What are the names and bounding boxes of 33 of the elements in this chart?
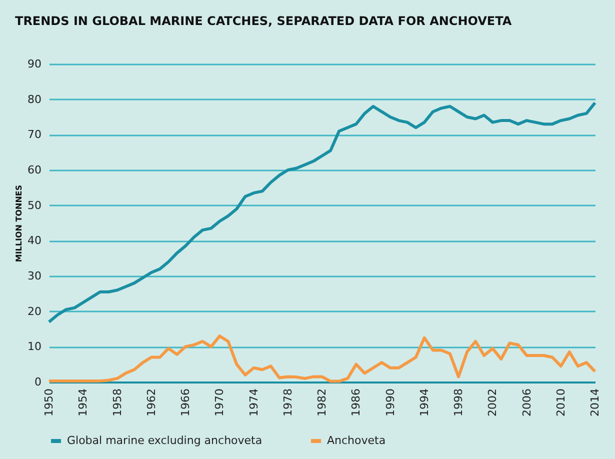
x-tick-label: 2006 bbox=[520, 388, 534, 416]
x-tick-label: 1994 bbox=[418, 388, 431, 416]
x-tick-label: 1950 bbox=[42, 388, 56, 416]
line-series bbox=[48, 101, 596, 324]
x-tick-label: 1982 bbox=[316, 388, 328, 416]
y-tick-label: 70 bbox=[28, 128, 42, 142]
y-tick-label: 80 bbox=[28, 92, 42, 106]
y-tick-label: 50 bbox=[28, 198, 42, 212]
x-tick-label: 1954 bbox=[76, 388, 90, 416]
x-tick-label: 2002 bbox=[486, 388, 500, 416]
y-tick-label: 20 bbox=[28, 304, 42, 318]
x-tick-label: 1962 bbox=[144, 388, 158, 416]
x-tick-label: 1970 bbox=[213, 388, 226, 416]
y-tick-label: 90 bbox=[28, 58, 42, 70]
x-tick-label: 1966 bbox=[179, 388, 192, 416]
y-tick-label: 40 bbox=[28, 234, 42, 248]
x-tick-label: 1958 bbox=[110, 388, 124, 416]
y-tick-label: 30 bbox=[28, 270, 42, 282]
x-tick-label: 1974 bbox=[247, 388, 260, 416]
legend-label: Global marine excluding anchoveta bbox=[67, 434, 262, 447]
line-series bbox=[48, 334, 596, 383]
y-tick-label: 60 bbox=[28, 164, 42, 176]
x-tick-label: 1986 bbox=[350, 388, 363, 416]
y-tick-label: 10 bbox=[28, 340, 42, 354]
x-tick-label: 1978 bbox=[281, 388, 294, 416]
chart-title: TRENDS IN GLOBAL MARINE CATCHES, SEPARATED DATA FOR ANCHOVETA bbox=[15, 14, 512, 28]
x-tick-label: 1990 bbox=[384, 388, 397, 416]
y-tick-label: 0 bbox=[34, 376, 42, 388]
x-tick-label: 1998 bbox=[452, 388, 465, 416]
x-tick-label: 2010 bbox=[554, 388, 568, 416]
x-tick-label: 2014 bbox=[588, 388, 602, 416]
legend-label: Anchoveta bbox=[327, 434, 386, 447]
y-axis-title: MILLION TONNES bbox=[14, 184, 24, 262]
